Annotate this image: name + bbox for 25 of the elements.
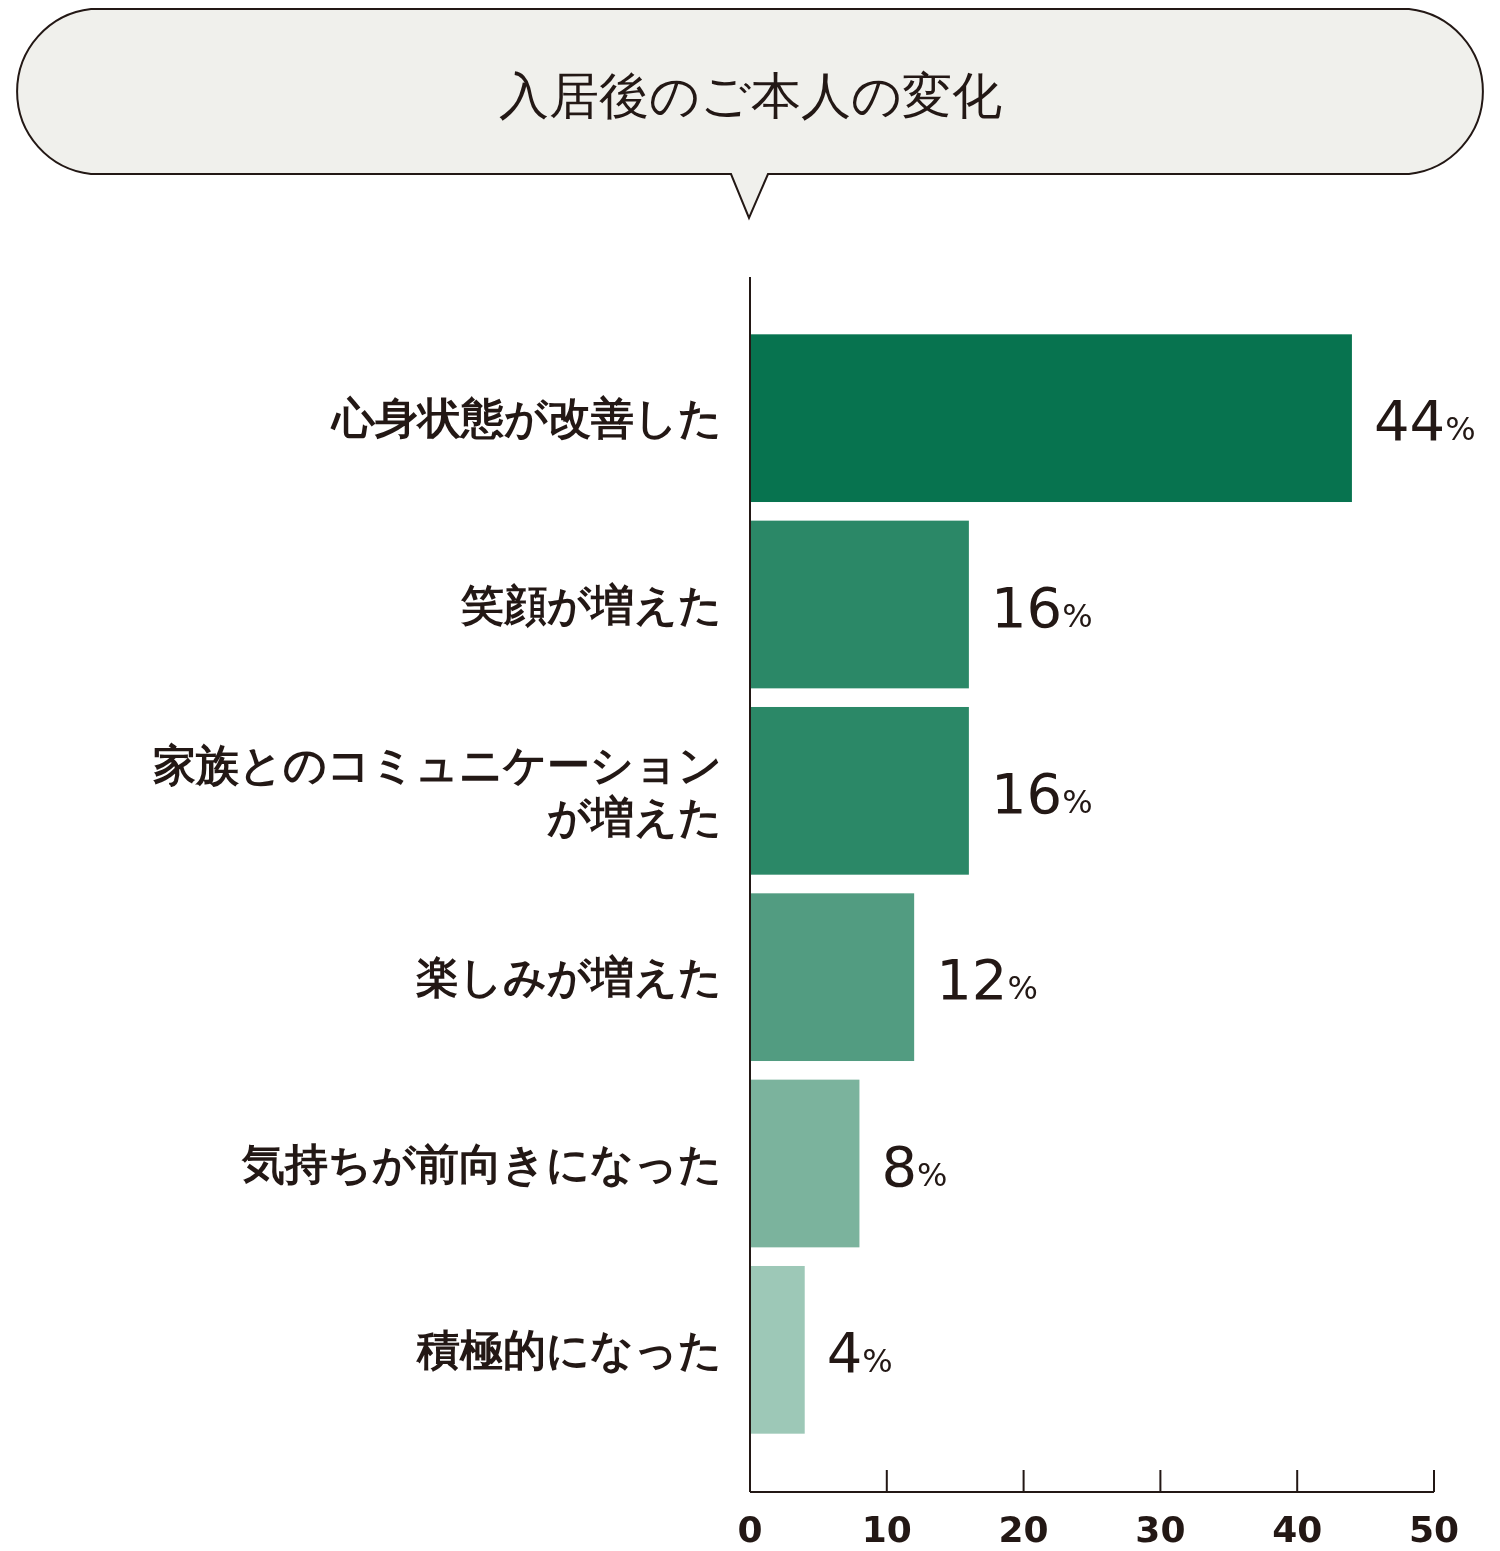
y-tick-label: 楽しみが増えた [416, 952, 722, 1003]
x-tick-label: 20 [998, 1509, 1049, 1550]
data-label: 12% [936, 947, 1038, 1013]
y-tick-label: 笑顔が増えた [460, 579, 722, 630]
bar [750, 520, 969, 689]
data-label: 16% [990, 574, 1093, 640]
x-tick-label: 30 [1135, 1509, 1186, 1550]
bar [750, 334, 1352, 503]
bar [750, 1265, 805, 1434]
data-label: 8% [881, 1133, 948, 1199]
chart-title: 入居後のご本人の変化 [498, 67, 1002, 125]
bar [750, 706, 969, 875]
data-label: 44% [1373, 388, 1476, 454]
x-tick-label: 50 [1408, 1509, 1460, 1550]
data-label: 16% [990, 760, 1093, 826]
y-tick-label: 心身状態が改善した [330, 393, 722, 444]
data-label: 4% [826, 1319, 893, 1385]
x-tick-label: 40 [1272, 1509, 1323, 1550]
y-tick-label: 積極的になった [416, 1324, 722, 1375]
y-tick-label: 気持ちが前向きになった [241, 1138, 722, 1189]
x-tick-label: 10 [861, 1509, 912, 1550]
y-tick-label: 家族とのコミュニケーションが増えた [153, 739, 722, 842]
bar [750, 893, 915, 1062]
x-tick-label: 0 [737, 1509, 763, 1550]
bar [750, 1079, 860, 1248]
